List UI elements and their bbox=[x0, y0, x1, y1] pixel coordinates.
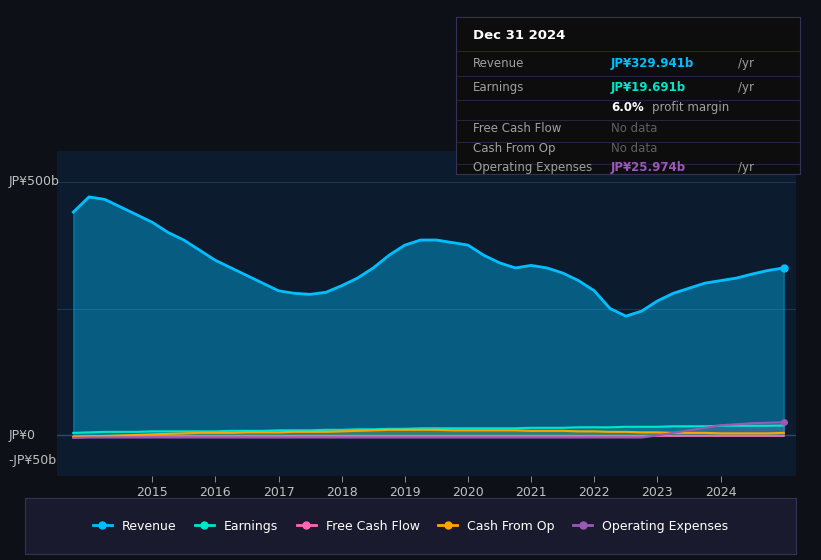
Text: No data: No data bbox=[611, 122, 657, 134]
Text: /yr: /yr bbox=[738, 161, 754, 174]
Text: Dec 31 2024: Dec 31 2024 bbox=[473, 29, 566, 42]
Text: Earnings: Earnings bbox=[473, 81, 525, 94]
Text: -JP¥50b: -JP¥50b bbox=[8, 454, 57, 467]
Text: profit margin: profit margin bbox=[652, 101, 729, 114]
Text: 6.0%: 6.0% bbox=[611, 101, 644, 114]
Text: No data: No data bbox=[611, 142, 657, 155]
Text: /yr: /yr bbox=[738, 81, 754, 94]
Text: Cash From Op: Cash From Op bbox=[473, 142, 555, 155]
Text: JP¥329.941b: JP¥329.941b bbox=[611, 57, 694, 71]
Text: Revenue: Revenue bbox=[473, 57, 525, 71]
Text: Free Cash Flow: Free Cash Flow bbox=[473, 122, 562, 134]
Text: Operating Expenses: Operating Expenses bbox=[473, 161, 592, 174]
Text: JP¥19.691b: JP¥19.691b bbox=[611, 81, 686, 94]
Text: JP¥500b: JP¥500b bbox=[8, 175, 59, 188]
Text: /yr: /yr bbox=[738, 57, 754, 71]
Text: JP¥25.974b: JP¥25.974b bbox=[611, 161, 686, 174]
Text: JP¥0: JP¥0 bbox=[8, 429, 35, 442]
Legend: Revenue, Earnings, Free Cash Flow, Cash From Op, Operating Expenses: Revenue, Earnings, Free Cash Flow, Cash … bbox=[88, 515, 733, 538]
